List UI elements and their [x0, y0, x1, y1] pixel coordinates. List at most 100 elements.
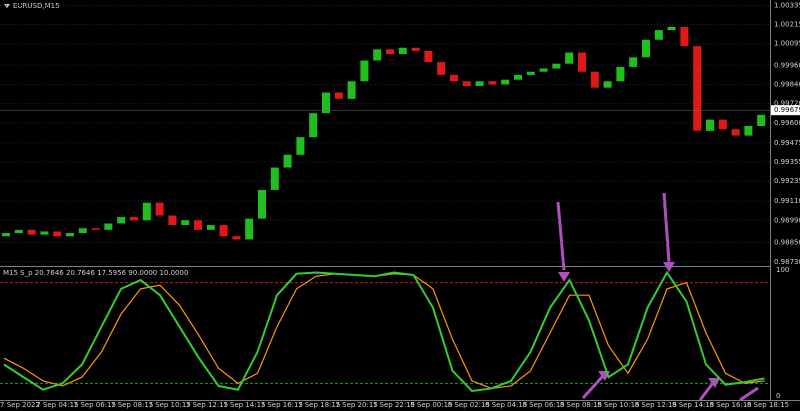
time-label: 8 Sep 00:15 — [410, 401, 452, 409]
candle — [258, 189, 266, 219]
candle — [14, 229, 23, 234]
time-label: 8 Sep 16:15 — [709, 401, 751, 409]
candle — [66, 233, 74, 237]
time-label: 7 Sep 22:15 — [373, 401, 415, 409]
time-label: 7 Sep 06:15 — [74, 401, 116, 409]
candle — [40, 231, 49, 235]
candle — [283, 154, 292, 168]
candle — [334, 92, 343, 99]
candle — [104, 223, 113, 230]
candle — [309, 113, 318, 138]
candle — [219, 225, 228, 237]
candle — [539, 68, 548, 72]
candle — [590, 71, 599, 88]
candle — [130, 217, 138, 221]
last-price-label: 0.99679 — [774, 106, 800, 114]
candle — [347, 81, 356, 99]
candle — [360, 60, 369, 82]
candle — [718, 119, 727, 130]
time-label: 7 Sep 10:15 — [148, 401, 190, 409]
candle — [206, 225, 215, 230]
time-label: 7 Sep 08:15 — [111, 401, 153, 409]
annotation-arrows — [556, 192, 759, 402]
candle — [629, 57, 638, 67]
time-label: 7 Sep 18:15 — [298, 401, 340, 409]
candle — [642, 39, 650, 58]
candle — [296, 137, 305, 155]
time-label: 8 Sep 08:15 — [560, 401, 602, 409]
candle — [398, 47, 407, 55]
time-label: 8 Sep 04:15 — [485, 401, 527, 409]
indicator-tick-label: 100 — [776, 266, 789, 274]
candle — [168, 215, 177, 226]
time-label: 8 Sep 06:15 — [522, 401, 564, 409]
candle — [475, 81, 484, 87]
time-label: 7 Sep 04:15 — [36, 401, 78, 409]
candle — [526, 71, 535, 75]
candle — [552, 63, 561, 69]
last-price-box — [771, 105, 800, 116]
candle — [117, 217, 126, 224]
candle — [155, 202, 164, 216]
time-label: 8 Sep 18:15 — [747, 401, 789, 409]
candle — [437, 62, 446, 75]
time-label: 8 Sep 14:15 — [672, 401, 714, 409]
candle — [194, 220, 202, 230]
indicator-tick-label: 0 — [776, 392, 780, 400]
time-label: 7 Sep 16:15 — [261, 401, 303, 409]
candle — [680, 26, 689, 47]
candle — [514, 74, 522, 80]
candle — [616, 66, 625, 82]
time-label: 7 Sep 14:15 — [223, 401, 265, 409]
candle — [450, 74, 458, 82]
indicator-label: M15 S_p 20.7646 20.7646 17.5956 90.0000 … — [3, 269, 188, 277]
candle — [142, 202, 151, 221]
candle — [731, 129, 740, 136]
time-label: 8 Sep 10:15 — [597, 401, 639, 409]
indicator-line — [3, 270, 765, 393]
time-label: 7 Sep 20:15 — [335, 401, 377, 409]
candle — [654, 30, 663, 40]
price-tick-label: 1.00095 — [774, 40, 800, 48]
time-label: 8 Sep 02:15 — [448, 401, 490, 409]
candle — [706, 119, 714, 131]
time-label: 7 Sep 12:15 — [186, 401, 228, 409]
symbol-label: EURUSD,M15 — [13, 2, 60, 10]
candle — [424, 50, 433, 63]
candle — [53, 231, 62, 237]
candle — [578, 52, 586, 72]
candle — [488, 81, 497, 85]
candle — [462, 81, 471, 87]
candle — [245, 218, 254, 240]
candle — [181, 220, 190, 226]
candle — [501, 79, 510, 85]
price-tick-label: 0.99235 — [774, 177, 800, 185]
symbol-icon — [4, 4, 10, 8]
candle — [603, 81, 612, 88]
time-label: 7 Sep 2022 — [0, 401, 40, 409]
candle — [78, 228, 87, 234]
candle — [757, 114, 766, 127]
price-tick-label: 1.00335 — [774, 1, 800, 9]
candle — [270, 167, 279, 190]
price-tick-label: 0.99475 — [774, 139, 800, 147]
time-label: 8 Sep 12:15 — [635, 401, 677, 409]
candle — [322, 92, 330, 114]
candle — [232, 236, 241, 240]
candle — [386, 49, 394, 55]
candle — [693, 46, 702, 131]
candle — [27, 229, 36, 235]
candle — [411, 47, 420, 51]
candle — [373, 49, 382, 61]
